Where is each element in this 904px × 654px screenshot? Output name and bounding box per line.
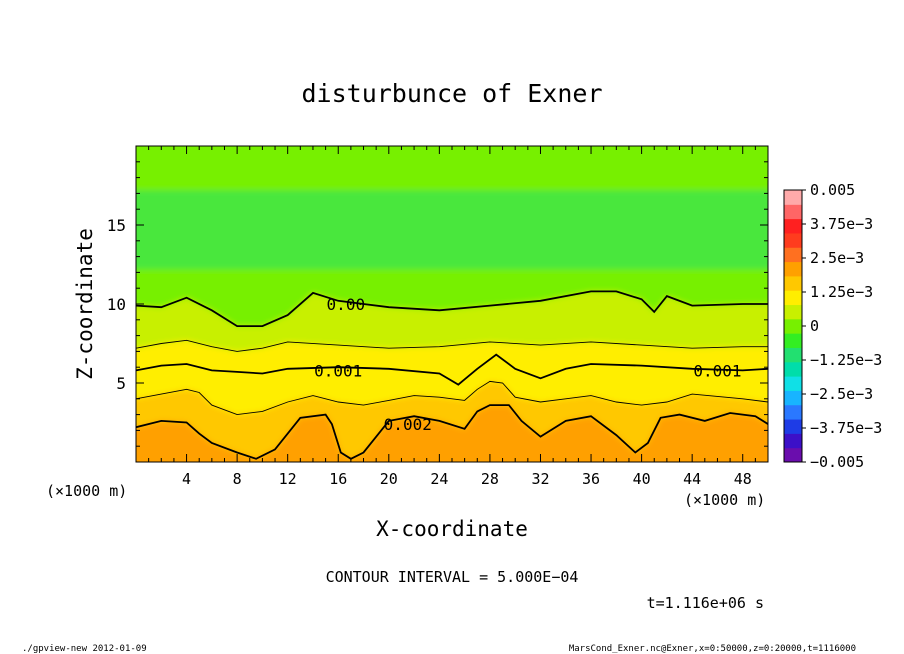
colorbar: 0.005 3.75e−3 2.5e−3 1.25e−3 0 −1.25e−3 −2.5e−… [783,181,882,471]
colorbar-tick-label: −2.5e−3 [810,385,873,403]
colorbar-swatch [784,304,802,320]
contour-line-0 [136,290,768,328]
colorbar-tick-label: −3.75e−3 [810,419,882,437]
x-tick-label: 20 [380,470,398,488]
y-tick-label: 10 [107,295,126,314]
colorbar-swatch [784,433,802,449]
colorbar-swatch [784,447,802,463]
x-tick-label: 16 [329,470,347,488]
color-fill [136,146,768,462]
colorbar-swatch [784,419,802,434]
x-unit-left: (×1000 m) [46,482,127,500]
footer-right: MarsCond_Exner.nc@Exner,x=0:50000,z=0:20… [569,644,856,654]
contour-interval: CONTOUR INTERVAL = 5.000E−04 [326,568,579,586]
colorbar-swatch [784,361,802,377]
y-tick-label: 15 [107,216,126,235]
contour-labels: 0.00 0.001 0.001 0.002 [314,295,741,434]
colorbar-tick-label: 0 [810,317,819,335]
contour-line-2 [136,353,768,386]
colorbar-swatch [784,390,802,406]
contour-label-1: 0.001 [314,361,362,380]
y-tick-label: 5 [116,374,126,393]
x-tick-label: 28 [481,470,499,488]
colorbar-swatch [784,290,802,306]
contour-line-1 [136,339,768,352]
colorbar-swatch [784,190,802,205]
colorbar-swatch [784,404,802,420]
contour-label-2: 0.001 [693,361,741,380]
colorbar-tick-label: 3.75e−3 [810,215,873,233]
colorbar-swatch [784,318,802,334]
contour-label-3: 0.002 [384,415,432,434]
colorbar-tick-label: −0.005 [810,453,864,471]
x-tick-label: 36 [582,470,600,488]
colorbar-swatch [784,347,802,363]
y-axis-label: Z-coordinate [73,228,97,380]
y-axis: 5 10 15 [107,145,768,463]
colorbar-swatch [784,247,802,263]
x-tick-label: 48 [734,470,752,488]
x-axis: 4 8 12 16 20 24 28 32 36 40 44 48 [135,146,769,488]
x-unit-right: (×1000 m) [684,491,765,509]
colorbar-tick-label: −1.25e−3 [810,351,882,369]
time-label: t=1.116e+06 s [647,594,764,612]
colorbar-swatch [784,204,802,220]
x-tick-label: 44 [683,470,701,488]
colorbar-tick-label: 0.005 [810,181,855,199]
colorbar-swatch [784,218,802,234]
colorbar-swatch [784,261,802,277]
contour-label-0: 0.00 [327,295,366,314]
band-upper-weak [136,190,768,270]
x-tick-label: 32 [531,470,549,488]
chart-title: disturbunce of Exner [301,79,602,108]
x-tick-label: 24 [430,470,448,488]
colorbar-swatch [784,333,802,348]
colorbar-swatch [784,275,802,291]
contour-line-3 [136,380,768,416]
x-tick-label: 8 [233,470,242,488]
x-axis-label: X-coordinate [376,517,528,541]
footer-left: ./gpview-new 2012-01-09 [22,644,147,654]
contour-line-4 [136,404,768,460]
colorbar-tick-label: 2.5e−3 [810,249,864,267]
x-tick-label: 12 [279,470,297,488]
x-tick-label: 40 [633,470,651,488]
colorbar-tick-label: 1.25e−3 [810,283,873,301]
x-tick-label: 4 [182,470,191,488]
band-4 [136,405,768,462]
contour-lines [136,290,768,460]
colorbar-swatch [784,232,802,248]
colorbar-swatch [784,376,802,391]
